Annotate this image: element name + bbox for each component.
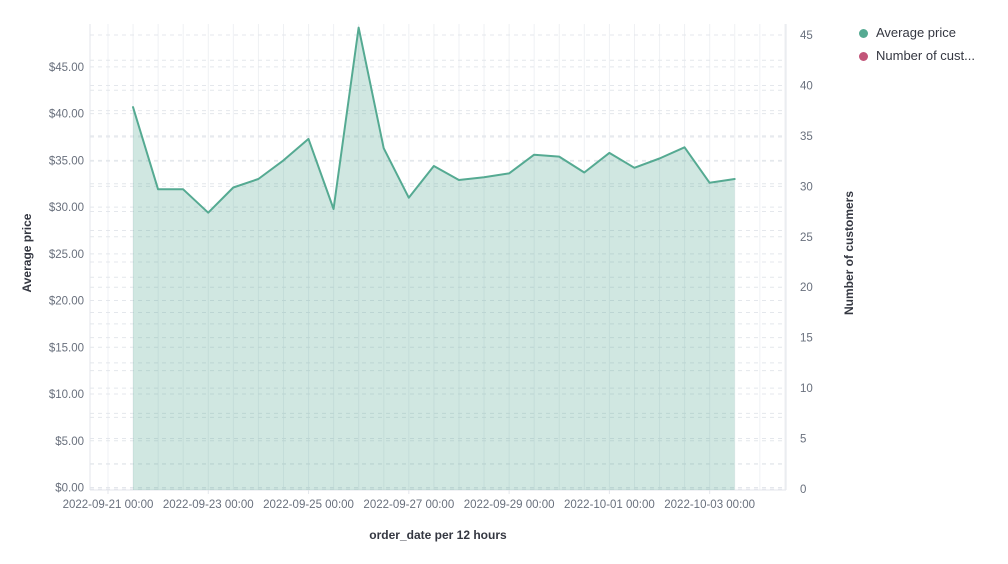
y-axis-left-tick-label: $15.00 [49,342,84,354]
legend-item-average-price[interactable]: Average price [859,25,975,41]
y-axis-left-tick-label: $10.00 [49,389,84,401]
y-axis-left-tick-label: $5.00 [55,436,84,448]
y-axis-left-tick-label: $0.00 [55,483,84,495]
y-axis-right-tick-label: 10 [800,383,813,395]
x-axis-tick-label: 2022-09-25 00:00 [263,499,354,511]
y-axis-right-title: Number of customers [842,190,856,316]
legend-dot-icon [859,51,868,61]
y-axis-right-tick-label: 35 [800,131,813,143]
series-area-fill [133,27,735,490]
x-axis-tick-label: 2022-09-21 00:00 [63,499,154,511]
x-axis-tick-label: 2022-09-27 00:00 [363,499,454,511]
x-axis-tick-label: 2022-09-23 00:00 [163,499,254,511]
y-axis-left-tick-label: $45.00 [49,62,84,74]
y-axis-left-tick-label: $40.00 [49,109,84,121]
legend-label: Average price [876,25,956,40]
y-axis-right-tick-label: 0 [800,484,806,496]
x-axis-tick-label: 2022-09-29 00:00 [464,499,555,511]
y-axis-right-tick-label: 40 [800,80,813,92]
y-axis-left-tick-label: $25.00 [49,249,84,261]
x-axis-tick-label: 2022-10-03 00:00 [664,499,755,511]
y-axis-right-tick-label: 5 [800,434,806,446]
y-axis-right-tick-label: 45 [800,30,813,42]
legend-label: Number of cust... [876,48,975,63]
y-axis-right-tick-label: 15 [800,333,813,345]
legend-dot-icon [859,28,868,38]
y-axis-left-tick-label: $30.00 [49,202,84,214]
series-line [132,26,736,214]
y-axis-left-tick-label: $20.00 [49,296,84,308]
y-axis-left-title: Average price [20,213,34,293]
y-axis-right-tick-label: 20 [800,282,813,294]
legend: Average price Number of cust... [859,25,975,64]
y-axis-right-tick-label: 25 [800,232,813,244]
x-axis-tick-label: 2022-10-01 00:00 [564,499,655,511]
legend-item-number-of-customers[interactable]: Number of cust... [859,48,975,64]
y-axis-left-tick-label: $35.00 [49,155,84,167]
x-axis-title: order_date per 12 hours [369,528,507,542]
y-axis-right-tick-label: 30 [800,181,813,193]
